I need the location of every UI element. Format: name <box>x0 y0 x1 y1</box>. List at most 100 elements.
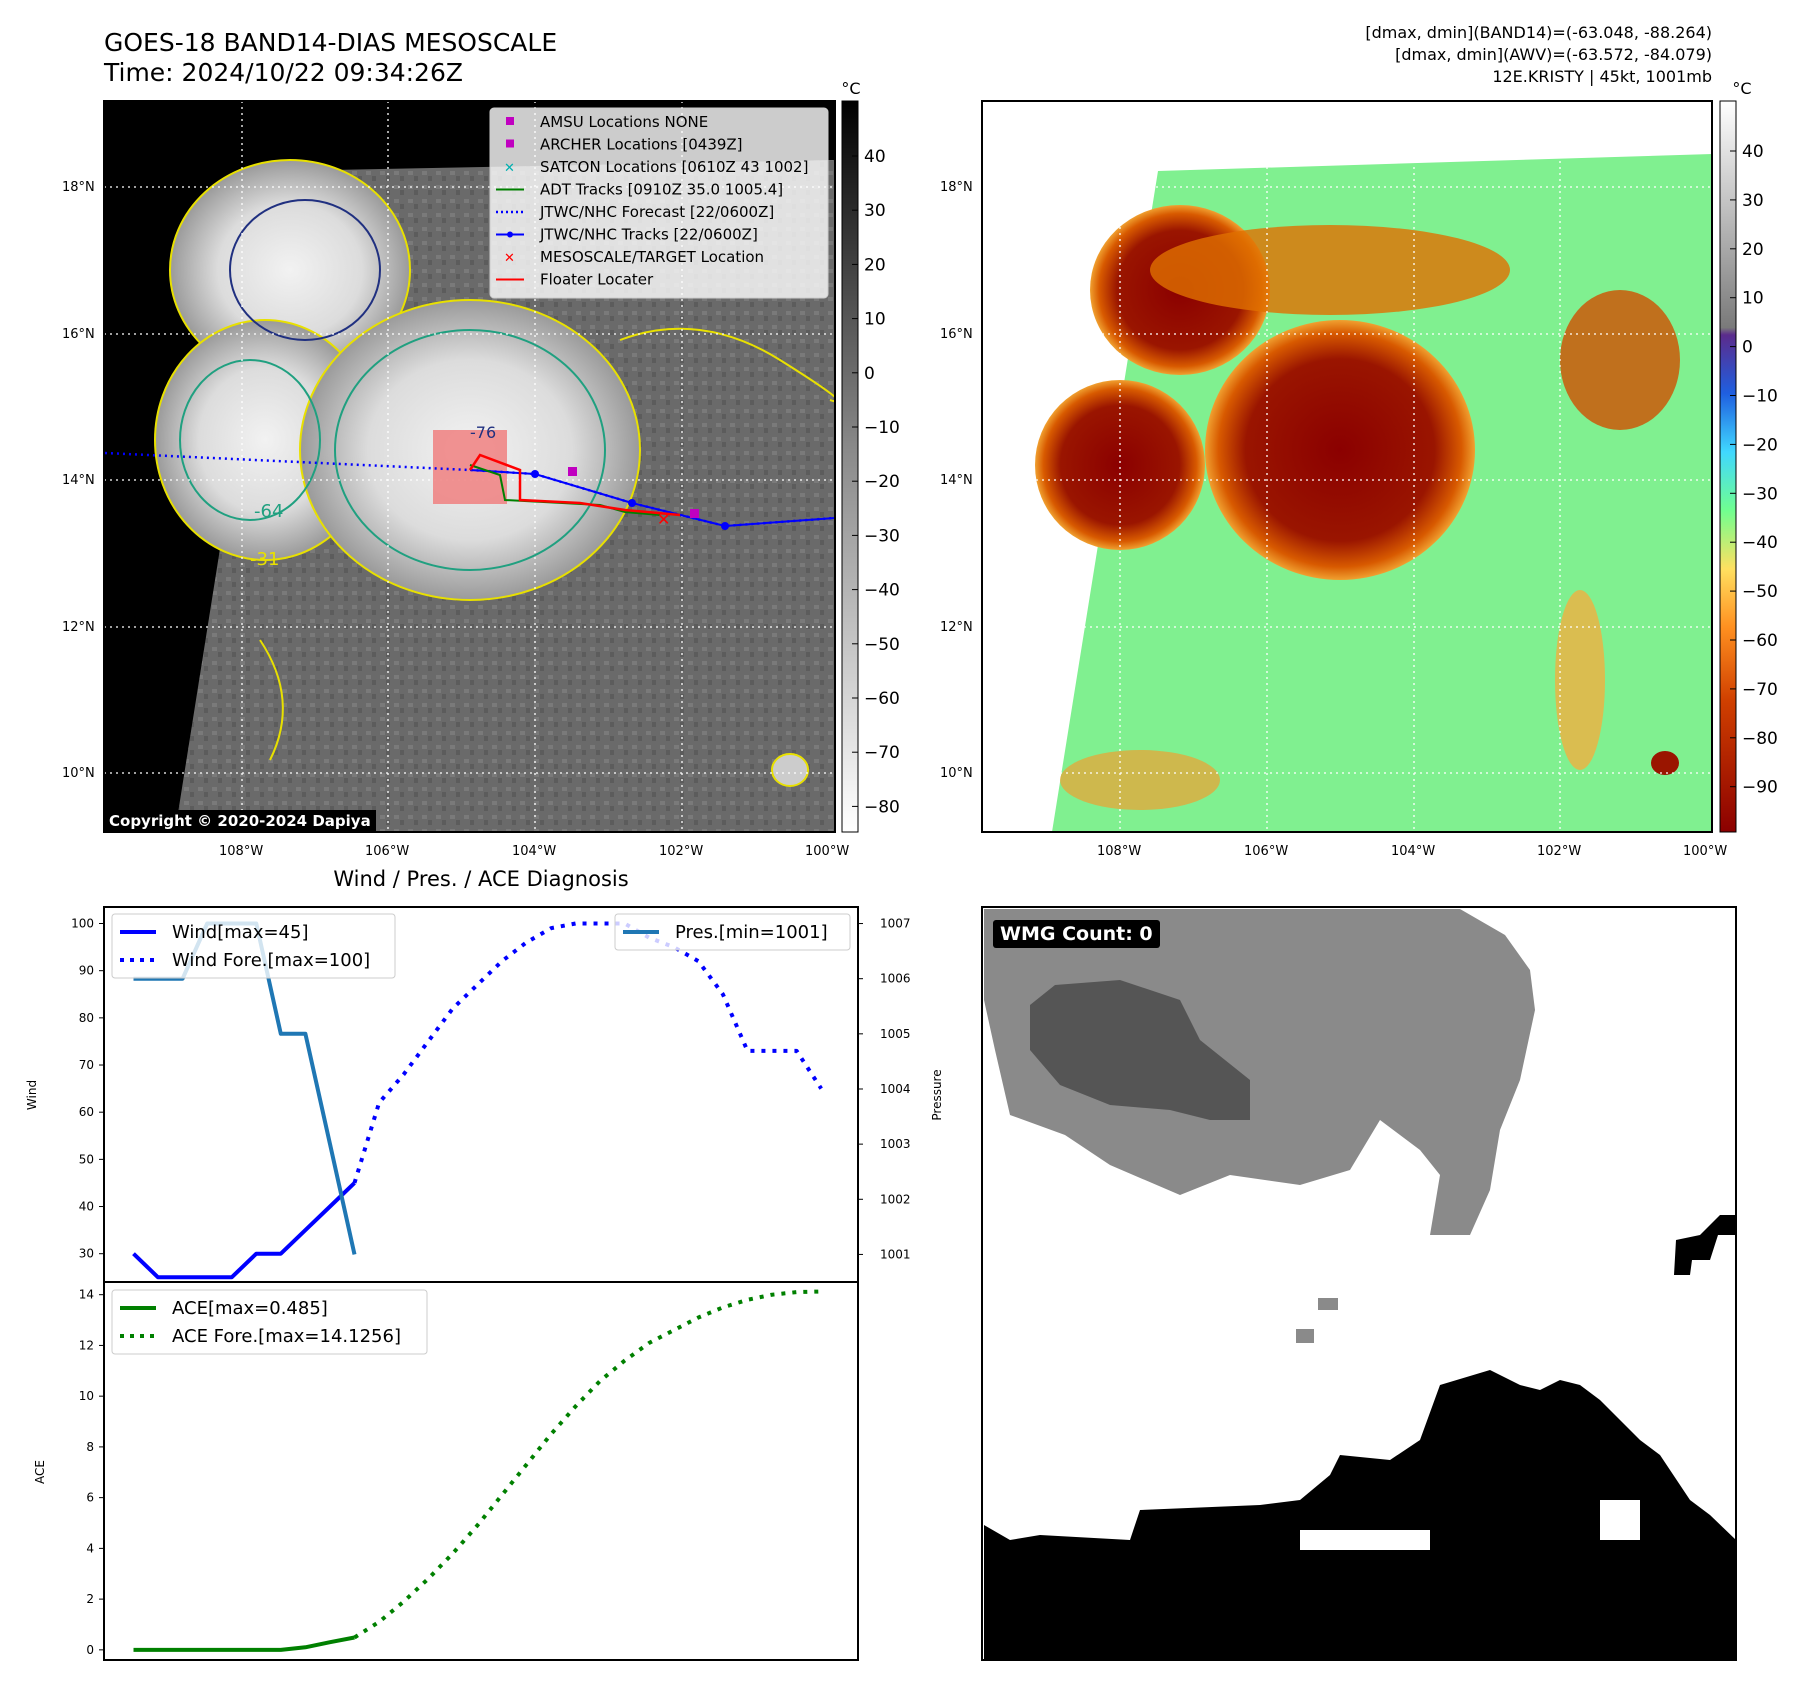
pressure-axis-label: Pressure <box>930 1069 944 1120</box>
y-tick-label: 2 <box>86 1592 94 1606</box>
contour-label-31: -31 <box>250 549 279 570</box>
series-ace-fore <box>353 1289 822 1640</box>
diagnosis-title: Wind / Pres. / ACE Diagnosis <box>333 867 628 891</box>
legend-item: ARCHER Locations [0439Z] <box>506 136 743 154</box>
legend-label: SATCON Locations [0610Z 43 1002] <box>540 158 808 176</box>
legend-label: Floater Locater <box>540 271 654 289</box>
y-tick-label: 70 <box>79 1058 94 1072</box>
awv-cell-core <box>1205 320 1475 580</box>
colorbar-tick-label: 30 <box>864 201 886 221</box>
contour-label-76: -76 <box>470 423 496 442</box>
wmg-speck <box>1318 1298 1338 1310</box>
legend-label: MESOSCALE/TARGET Location <box>540 248 764 266</box>
colorbar-tick-label: −50 <box>864 635 900 655</box>
awv-map <box>982 101 1712 832</box>
awv-cell-small <box>1651 751 1679 775</box>
lat-label: 14°N <box>940 473 973 488</box>
colorbar-tick-label: −30 <box>864 526 900 546</box>
y-tick-label: 8 <box>86 1440 94 1454</box>
colorbar-tick-label: 10 <box>1742 289 1764 309</box>
y-tick-label: 60 <box>79 1105 94 1119</box>
colorbar-tick-label: 20 <box>1742 240 1764 260</box>
ace-axis-label: ACE <box>33 1460 47 1484</box>
contour-31-east <box>619 327 835 403</box>
y-right-tick-label: 1004 <box>880 1082 911 1096</box>
chart-legend-label: Wind[max=45] <box>172 922 309 943</box>
target-marker: ✕ <box>657 510 670 529</box>
map-legend: AMSU Locations NONE ARCHER Locations [043… <box>489 107 829 299</box>
colorbar-tick-label: −10 <box>1742 387 1778 407</box>
wmg-black-region <box>984 1370 1736 1660</box>
wmg-white-gap <box>1300 1530 1430 1550</box>
legend-item: ✕ SATCON Locations [0610Z 43 1002] <box>504 158 808 176</box>
colorbar-tick-label: −80 <box>864 797 900 817</box>
lat-label: 18°N <box>940 180 973 195</box>
wmg-black-fragment <box>1674 1215 1736 1275</box>
archer-marker-2 <box>690 509 699 518</box>
y-right-tick-label: 1005 <box>880 1027 911 1041</box>
colorbar-right <box>1719 100 1737 833</box>
lat-label: 16°N <box>940 327 973 342</box>
map-frame-right <box>981 100 1713 833</box>
lat-label: 16°N <box>62 327 95 342</box>
colorbar-tick-label: 40 <box>1742 142 1764 162</box>
y-right-tick-label: 1001 <box>880 1247 911 1261</box>
y-tick-label: 4 <box>86 1541 94 1555</box>
wmg-frame <box>981 906 1737 1661</box>
awv-cell-west <box>1035 380 1205 550</box>
awv-band-north <box>1150 225 1510 315</box>
y-tick-label: 12 <box>79 1338 94 1352</box>
lat-label: 12°N <box>940 620 973 635</box>
colorbar-tick-label: −20 <box>1742 435 1778 455</box>
lon-label: 104°W <box>1391 844 1435 859</box>
legend-label: JTWC/NHC Forecast [22/0600Z] <box>539 203 774 221</box>
wind-pres-series: 30 40 50 60 70 80 90 100 1001 1002 1003 1004 1005 100… <box>71 913 911 1280</box>
chart-legend-frame <box>111 913 396 979</box>
legend-swatch <box>506 139 514 148</box>
y-tick-label: 14 <box>79 1288 94 1302</box>
y-tick-label: 90 <box>79 964 94 978</box>
lat-label: 10°N <box>940 766 973 781</box>
colorbar-tick-label: −40 <box>864 581 900 601</box>
y-tick-label: 100 <box>71 917 94 931</box>
awv-band-sw <box>1060 750 1220 810</box>
y-tick-label: 40 <box>79 1200 94 1214</box>
chart-legend: Pres.[min=1001] <box>614 913 851 951</box>
stats-awv: [dmax, dmin](AWV)=(-63.572, -84.079) <box>1395 45 1712 64</box>
chart-legend-label: Pres.[min=1001] <box>675 922 828 943</box>
legend-label: ADT Tracks [0910Z 35.0 1005.4] <box>540 181 783 199</box>
legend-swatch: ✕ <box>504 251 515 266</box>
legend-item: ADT Tracks [0910Z 35.0 1005.4] <box>496 181 783 199</box>
legend-label: AMSU Locations NONE <box>540 113 708 131</box>
contour-label-64: -64 <box>254 501 283 522</box>
map-frame-left <box>103 100 836 833</box>
y-tick-label: 30 <box>79 1247 94 1261</box>
y-tick-label: 80 <box>79 1011 94 1025</box>
awv-grid <box>982 101 1712 832</box>
contour-64-west <box>179 359 321 521</box>
legend-label: JTWC/NHC Tracks [22/0600Z] <box>539 226 758 244</box>
track-point <box>531 470 539 478</box>
archer-marker <box>568 467 577 476</box>
colorbar-tick-label: −50 <box>1742 582 1778 602</box>
chart-legend-label: Wind Fore.[max=100] <box>172 950 370 971</box>
colorbar-right-ticks: 40 30 20 10 0 −10 −20 −30 −40 −50 −60 −70 −80 −90 <box>1730 142 1778 798</box>
colorbar-tick-label: 30 <box>1742 191 1764 211</box>
wind-axis-label: Wind <box>25 1080 39 1110</box>
y-tick-label: 0 <box>86 1643 94 1657</box>
legend-swatch: ✕ <box>504 161 515 176</box>
copyright-badge: Copyright © 2020-2024 Dapiya <box>104 810 376 832</box>
lat-label: 18°N <box>62 180 95 195</box>
colorbar-tick-label: −30 <box>1742 484 1778 504</box>
lon-label: 108°W <box>219 844 263 859</box>
contour-64 <box>334 329 606 571</box>
chart-legend: Wind[max=45] Wind Fore.[max=100] <box>111 913 396 979</box>
y-right-tick-label: 1002 <box>880 1192 911 1206</box>
colorbar-left-ticks: 40 30 20 10 0 −10 −20 −30 −40 −50 −60 −70 −80 <box>852 147 900 817</box>
colorbar-tick-label: −90 <box>1742 778 1778 798</box>
colorbar-tick-label: −20 <box>864 472 900 492</box>
y-right-tick-label: 1007 <box>880 917 911 931</box>
figure-time: Time: 2024/10/22 09:34:26Z <box>103 58 463 87</box>
legend-item: ✕ MESOSCALE/TARGET Location <box>504 248 764 266</box>
